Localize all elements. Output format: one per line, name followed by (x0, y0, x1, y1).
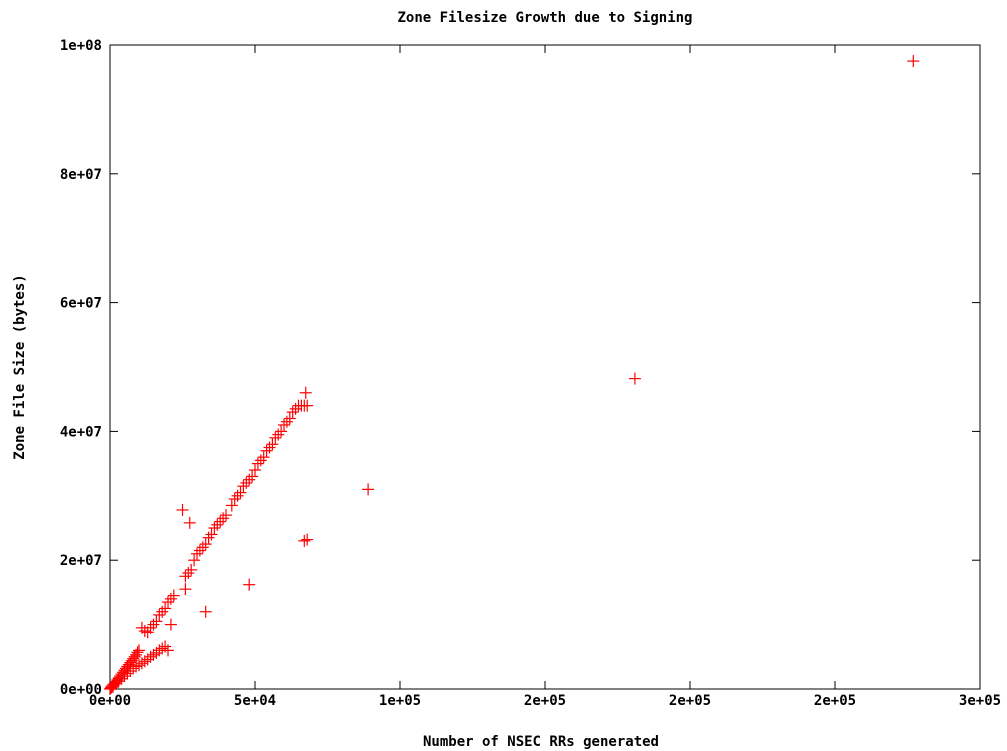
data-point (301, 399, 314, 412)
data-point (199, 538, 212, 551)
data-point (228, 493, 241, 506)
data-point (131, 646, 144, 659)
data-point (106, 681, 119, 694)
data-point (301, 533, 314, 546)
y-tick-label: 2e+07 (60, 553, 102, 569)
data-point (183, 516, 196, 529)
y-tick-label: 6e+07 (60, 296, 102, 312)
x-tick-label: 0e+00 (89, 693, 131, 709)
data-point (188, 554, 201, 567)
data-point (179, 570, 192, 583)
x-axis: 0e+00 5e+04 1e+05 2e+05 2e+05 2e+05 3e+05 (89, 45, 1001, 709)
x-tick-label: 5e+04 (234, 693, 276, 709)
data-point (109, 677, 122, 690)
data-point (286, 406, 299, 419)
data-point (156, 605, 169, 618)
data-point (298, 534, 311, 547)
data-point (243, 578, 256, 591)
data-point (138, 625, 151, 638)
data-point (153, 608, 166, 621)
data-point (164, 592, 177, 605)
plot-frame (109, 44, 981, 690)
y-tick-label: 0e+00 (60, 682, 102, 698)
data-point (202, 531, 215, 544)
data-point (115, 672, 128, 685)
x-tick-label: 2e+05 (814, 693, 856, 709)
data-point (269, 431, 282, 444)
data-point (112, 675, 125, 688)
data-point (280, 415, 293, 428)
data-point (260, 444, 273, 457)
data-point (254, 454, 267, 467)
data-points (104, 55, 920, 695)
data-point (257, 451, 270, 464)
x-tick-label: 2e+05 (669, 693, 711, 709)
data-point (130, 660, 143, 673)
data-point (162, 644, 174, 657)
data-point (243, 473, 256, 486)
x-tick-label: 2e+05 (524, 693, 566, 709)
data-point (214, 515, 227, 528)
data-point (176, 503, 189, 516)
data-point (240, 476, 253, 489)
y-tick-label: 4e+07 (60, 424, 102, 440)
data-point (193, 544, 206, 557)
data-point (249, 464, 261, 477)
data-point (185, 563, 198, 576)
y-axis-label: Zone File Size (bytes) (12, 274, 28, 459)
data-point (144, 621, 157, 634)
data-point (150, 615, 163, 628)
data-point (907, 55, 920, 68)
data-point (263, 441, 276, 454)
data-point (278, 418, 290, 431)
data-point (289, 402, 302, 415)
data-point (251, 457, 264, 470)
data-point (162, 596, 174, 609)
y-tick-label: 1e+08 (60, 38, 102, 54)
x-tick-label: 3e+05 (959, 693, 1001, 709)
data-point (237, 480, 250, 493)
chart-title: Zone Filesize Growth due to Signing (397, 10, 692, 26)
data-point (275, 425, 288, 438)
data-point (362, 483, 375, 496)
data-point (211, 518, 224, 531)
data-point (133, 644, 145, 657)
data-point (147, 618, 160, 631)
data-point (208, 522, 221, 534)
data-point (118, 670, 131, 683)
data-point (196, 541, 209, 554)
data-point (299, 386, 312, 399)
data-point (266, 438, 279, 451)
data-point (628, 372, 641, 385)
data-point (217, 512, 230, 525)
data-point (199, 605, 212, 618)
data-point (121, 667, 134, 680)
data-point (231, 489, 244, 502)
data-point (205, 528, 218, 541)
data-point (164, 618, 177, 631)
data-point (182, 567, 195, 580)
x-axis-label: Number of NSEC RRs generated (423, 734, 659, 750)
y-axis: 0e+00 2e+07 4e+07 6e+07 8e+07 1e+08 (60, 38, 980, 698)
data-point (220, 509, 232, 522)
data-point (191, 547, 203, 560)
data-point (246, 470, 259, 483)
data-point (159, 602, 172, 615)
data-point (156, 642, 169, 655)
y-tick-label: 8e+07 (60, 167, 102, 183)
data-point (167, 589, 180, 602)
data-point (234, 486, 247, 499)
x-tick-label: 1e+05 (379, 693, 421, 709)
data-point (283, 412, 296, 425)
data-point (225, 499, 238, 512)
data-point (179, 583, 192, 596)
data-point (127, 662, 140, 675)
data-point (272, 428, 285, 441)
